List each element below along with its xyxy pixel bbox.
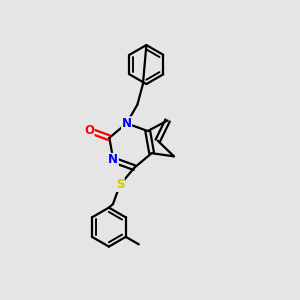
Text: N: N [108, 154, 118, 166]
Text: S: S [116, 178, 124, 191]
Text: N: N [122, 117, 132, 130]
Text: O: O [84, 124, 94, 137]
